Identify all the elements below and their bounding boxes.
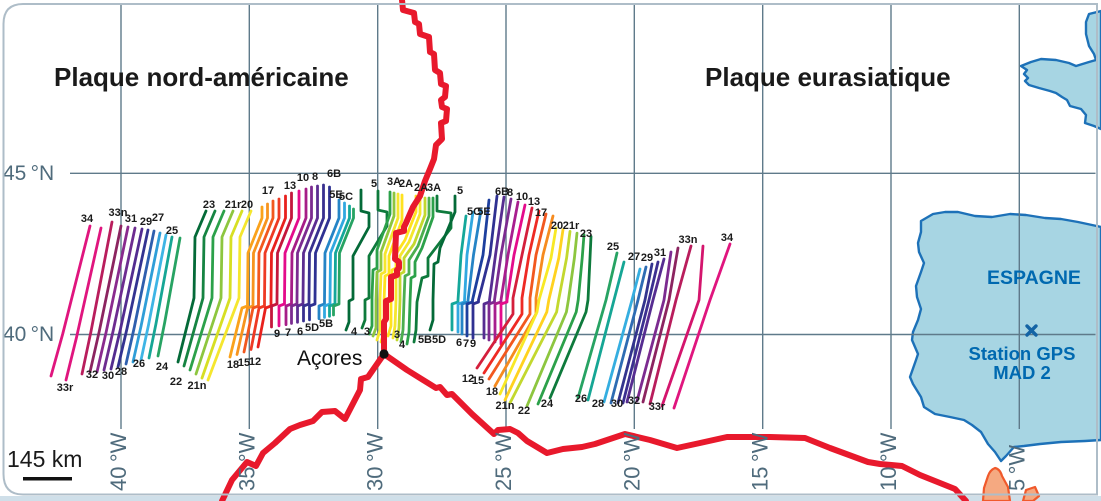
svg-text:9: 9	[470, 338, 476, 350]
svg-text:5: 5	[371, 178, 377, 190]
svg-text:10: 10	[297, 172, 309, 184]
svg-text:ESPAGNE: ESPAGNE	[987, 267, 1081, 289]
svg-text:7: 7	[285, 327, 291, 339]
svg-text:5C: 5C	[467, 206, 481, 218]
svg-text:Açores: Açores	[297, 347, 362, 370]
svg-text:Plaque nord-américaine: Plaque nord-américaine	[54, 62, 349, 92]
svg-text:25: 25	[607, 241, 619, 253]
svg-text:5B5D: 5B5D	[418, 334, 446, 346]
svg-text:12: 12	[249, 356, 261, 368]
svg-text:15: 15	[472, 375, 484, 387]
svg-text:20 °W: 20 °W	[619, 432, 644, 491]
svg-text:33n: 33n	[109, 207, 128, 219]
svg-text:31: 31	[654, 247, 666, 259]
svg-text:5E: 5E	[329, 189, 342, 201]
svg-text:40 °N: 40 °N	[3, 323, 54, 346]
svg-text:21r: 21r	[563, 220, 580, 232]
svg-text:21n: 21n	[188, 380, 207, 392]
svg-text:13: 13	[528, 196, 540, 208]
svg-text:18: 18	[486, 386, 498, 398]
svg-text:MAD 2: MAD 2	[993, 362, 1051, 383]
svg-text:21n: 21n	[496, 400, 515, 412]
svg-text:30 °W: 30 °W	[363, 432, 388, 491]
svg-text:5: 5	[457, 185, 463, 197]
svg-text:33n: 33n	[679, 234, 698, 246]
svg-text:24: 24	[541, 398, 554, 410]
svg-text:Station GPS: Station GPS	[969, 343, 1076, 364]
svg-text:6B: 6B	[495, 186, 509, 198]
svg-text:25: 25	[166, 225, 178, 237]
svg-text:35 °W: 35 °W	[234, 432, 259, 491]
svg-text:26: 26	[575, 393, 587, 405]
svg-text:31: 31	[125, 213, 137, 225]
svg-text:17: 17	[535, 207, 547, 219]
svg-text:7: 7	[463, 338, 469, 350]
svg-text:3: 3	[364, 326, 370, 338]
svg-text:30: 30	[102, 370, 114, 382]
svg-text:21r: 21r	[225, 199, 242, 211]
svg-text:29: 29	[140, 216, 152, 228]
svg-text:8: 8	[312, 171, 318, 183]
svg-text:8: 8	[507, 187, 513, 199]
svg-text:45 °N: 45 °N	[3, 162, 54, 185]
svg-text:25 °W: 25 °W	[491, 432, 516, 491]
svg-text:30: 30	[611, 398, 623, 410]
svg-text:2A: 2A	[399, 178, 413, 190]
svg-text:27: 27	[152, 212, 164, 224]
svg-text:3A: 3A	[387, 176, 401, 188]
svg-text:29: 29	[641, 252, 653, 264]
svg-text:5C: 5C	[339, 191, 353, 203]
svg-text:33r: 33r	[649, 401, 666, 413]
svg-text:20: 20	[551, 220, 563, 232]
svg-text:Plaque eurasiatique: Plaque eurasiatique	[705, 62, 951, 92]
svg-text:10: 10	[516, 191, 528, 203]
svg-text:23: 23	[203, 199, 215, 211]
svg-text:22: 22	[170, 376, 182, 388]
svg-text:17: 17	[262, 185, 274, 197]
svg-text:3: 3	[394, 329, 400, 341]
svg-text:34: 34	[81, 213, 94, 225]
svg-text:24: 24	[156, 361, 169, 373]
svg-text:5B: 5B	[319, 318, 333, 330]
svg-text:32: 32	[628, 395, 640, 407]
svg-text:27: 27	[628, 251, 640, 263]
svg-text:9: 9	[274, 328, 280, 340]
svg-text:6: 6	[297, 326, 303, 338]
svg-text:2A: 2A	[414, 182, 428, 194]
svg-text:5 °W: 5 °W	[1004, 445, 1029, 491]
svg-text:40 °W: 40 °W	[106, 432, 131, 491]
svg-text:28: 28	[115, 366, 127, 378]
svg-text:6B: 6B	[327, 168, 341, 180]
svg-text:4: 4	[351, 326, 358, 338]
svg-text:12: 12	[462, 373, 474, 385]
svg-text:33r: 33r	[57, 382, 74, 394]
svg-text:15: 15	[238, 357, 250, 369]
svg-text:23: 23	[580, 228, 592, 240]
svg-text:28: 28	[592, 398, 604, 410]
svg-text:5D: 5D	[305, 322, 319, 334]
svg-text:18: 18	[227, 359, 239, 371]
svg-text:6: 6	[456, 337, 462, 349]
svg-text:5E: 5E	[477, 206, 490, 218]
svg-text:15 °W: 15 °W	[748, 432, 773, 491]
svg-text:22: 22	[518, 405, 530, 417]
svg-text:4: 4	[399, 339, 406, 351]
svg-text:10 °W: 10 °W	[876, 432, 901, 491]
svg-text:145 km: 145 km	[7, 446, 82, 472]
svg-text:26: 26	[133, 358, 145, 370]
svg-text:13: 13	[284, 180, 296, 192]
svg-text:20: 20	[241, 199, 253, 211]
svg-text:32: 32	[86, 369, 98, 381]
svg-text:34: 34	[721, 232, 734, 244]
svg-text:3A: 3A	[427, 182, 441, 194]
